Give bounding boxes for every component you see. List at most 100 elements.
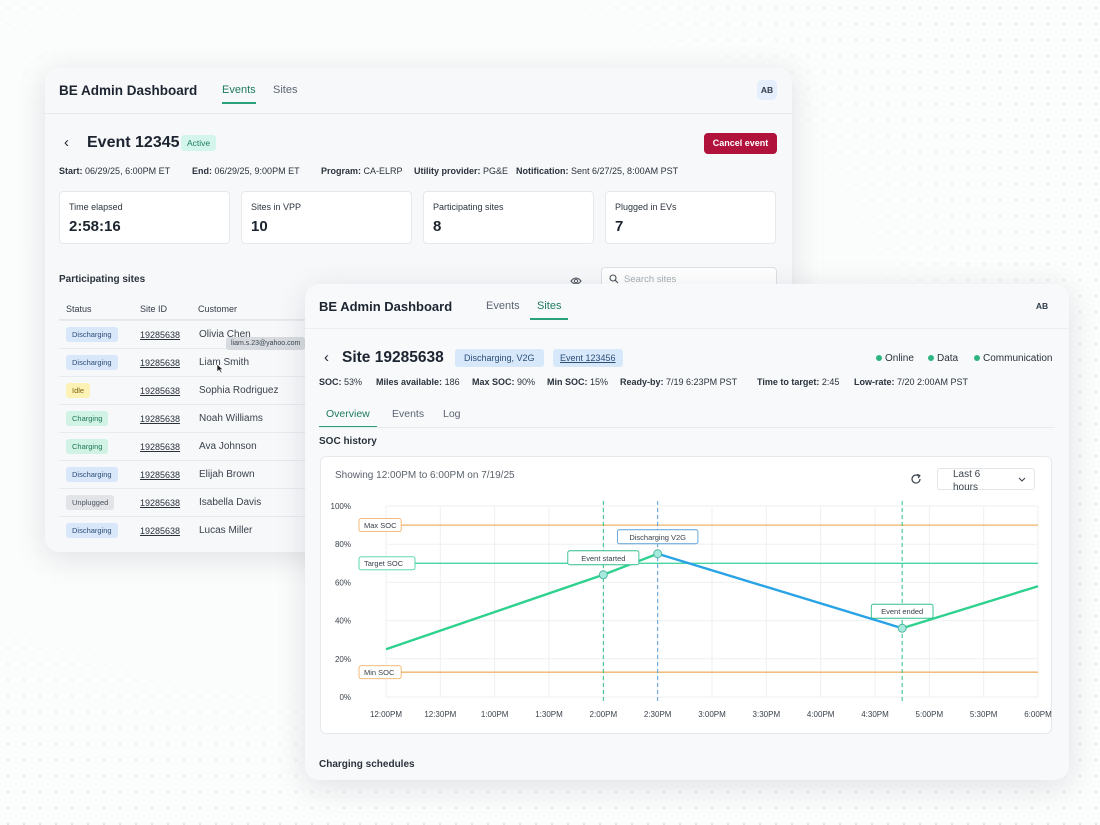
x-tick-label: 12:00PM xyxy=(370,710,402,719)
x-tick-label: 5:30PM xyxy=(970,710,998,719)
kpi-label: Participating sites xyxy=(433,202,504,212)
x-tick-label: 3:30PM xyxy=(753,710,781,719)
site-id-link[interactable]: 19285638 xyxy=(140,386,181,396)
x-tick-label: 1:30PM xyxy=(535,710,563,719)
status-communication: Communication xyxy=(974,353,1052,364)
range-select[interactable]: Last 6 hours xyxy=(937,468,1035,493)
site-id-link[interactable]: 19285638 xyxy=(140,358,181,368)
status-badge: Charging xyxy=(66,411,109,426)
table-row[interactable]: Discharging 19285638 Liam Smith xyxy=(59,348,329,376)
back-icon[interactable]: ‹ xyxy=(64,134,69,151)
soc-history-title: SOC history xyxy=(319,436,377,447)
kpi-value: 7 xyxy=(615,218,624,235)
kpi-plugged-in-evs: Plugged in EVs 7 xyxy=(605,191,776,244)
customer-name: Liam Smith xyxy=(199,357,250,368)
showing-range-text: Showing 12:00PM to 6:00PM on 7/19/25 xyxy=(335,470,515,481)
top-nav: BE Admin Dashboard Events Sites AB xyxy=(45,68,792,114)
x-tick-label: 6:00PM xyxy=(1024,710,1052,719)
x-tick-label: 12:30PM xyxy=(424,710,456,719)
status-badge: Active xyxy=(181,135,217,151)
eye-icon[interactable] xyxy=(570,273,582,291)
x-tick-label: 4:30PM xyxy=(861,710,889,719)
table-row[interactable]: Discharging 19285638 Lucas Miller xyxy=(59,516,329,544)
meta-end: End: 06/29/25, 9:00PM ET xyxy=(192,166,300,176)
meta-ready-by: Ready-by: 7/19 6:23PM PST xyxy=(620,377,738,387)
back-icon[interactable]: ‹ xyxy=(324,349,329,366)
table-row[interactable]: Discharging 19285638 Olivia Chen xyxy=(59,320,329,348)
kpi-label: Plugged in EVs xyxy=(615,202,677,212)
refresh-icon[interactable] xyxy=(910,473,922,485)
communication-dot-icon xyxy=(974,355,980,361)
customer-name: Sophia Rodriguez xyxy=(199,385,279,396)
app-brand: BE Admin Dashboard xyxy=(59,83,198,98)
tab-events[interactable]: Events xyxy=(222,84,256,104)
y-tick-label: 60% xyxy=(335,578,351,587)
app-brand: BE Admin Dashboard xyxy=(319,299,453,314)
table-row[interactable]: Idle 19285638 Sophia Rodriguez xyxy=(59,376,329,404)
marker-label-box xyxy=(616,529,699,545)
x-tick-label: 2:30PM xyxy=(644,710,672,719)
tab-sites[interactable]: Sites xyxy=(530,300,569,320)
data-dot-icon xyxy=(928,355,934,361)
site-id-link[interactable]: 19285638 xyxy=(140,442,181,452)
x-tick-label: 1:00PM xyxy=(481,710,509,719)
event-link-pill[interactable]: Event 123456 xyxy=(553,349,623,367)
subtab-divider xyxy=(319,427,1055,428)
col-site-id[interactable]: Site ID xyxy=(140,304,168,314)
avatar[interactable]: AB xyxy=(757,80,777,100)
marker-label: Discharging V2G xyxy=(629,533,686,542)
x-tick-label: 4:00PM xyxy=(807,710,835,719)
site-window: BE Admin Dashboard Events Sites AB ‹ Sit… xyxy=(305,284,1069,780)
col-status[interactable]: Status xyxy=(66,304,92,314)
site-id-link[interactable]: 19285638 xyxy=(140,330,181,340)
site-id-link[interactable]: 19285638 xyxy=(140,414,181,424)
threshold-label-box xyxy=(358,665,402,680)
status-online: Online xyxy=(876,353,914,364)
y-tick-label: 20% xyxy=(335,655,351,664)
charging-schedules-title: Charging schedules xyxy=(319,759,415,770)
status-pill: Discharging, V2G xyxy=(455,349,544,367)
subtab-log[interactable]: Log xyxy=(443,408,461,420)
table-row[interactable]: Charging 19285638 Noah Williams xyxy=(59,404,329,432)
threshold-label: Min SOC xyxy=(364,668,395,677)
y-tick-label: 100% xyxy=(331,502,351,511)
soc-chart: 12:00PM 12:30PM 1:00PM 1:30PM 2:00PM 2:30PM 3:… xyxy=(331,501,1052,719)
kpi-label: Time elapsed xyxy=(69,202,123,212)
customer-name: Noah Williams xyxy=(199,413,263,424)
kpi-value: 10 xyxy=(251,218,268,235)
online-dot-icon xyxy=(876,355,882,361)
kpi-time-elapsed: Time elapsed 2:58:16 xyxy=(59,191,230,244)
section-title: Participating sites xyxy=(59,274,146,285)
site-id-link[interactable]: 19285638 xyxy=(140,526,181,536)
site-id-link[interactable]: 19285638 xyxy=(140,498,181,508)
x-tick-label: 3:00PM xyxy=(698,710,726,719)
col-customer[interactable]: Customer xyxy=(198,304,238,314)
site-id-link[interactable]: 19285638 xyxy=(140,470,181,480)
email-tooltip: liam.s.23@yahoo.com xyxy=(226,337,306,350)
table-row[interactable]: Charging 19285638 Ava Johnson xyxy=(59,432,329,460)
customer-name: Ava Johnson xyxy=(199,441,257,452)
cancel-event-button[interactable]: Cancel event xyxy=(704,133,777,154)
table-row[interactable]: Unplugged 19285638 Isabella Davis xyxy=(59,488,329,516)
marker-label: Event started xyxy=(581,554,625,563)
meta-miles: Miles available: 186 xyxy=(376,377,460,387)
status-badge: Discharging xyxy=(66,355,118,370)
meta-max-soc: Max SOC: 90% xyxy=(472,377,536,387)
threshold-label-box xyxy=(358,518,402,533)
customer-name: Elijah Brown xyxy=(199,469,255,480)
soc-chart-card: Showing 12:00PM to 6:00PM on 7/19/25 xyxy=(320,456,1052,734)
marker-point xyxy=(897,623,907,633)
marker-label-box xyxy=(870,603,934,619)
marker-label: Event ended xyxy=(881,607,923,616)
subtab-events[interactable]: Events xyxy=(392,408,425,420)
threshold-label-box xyxy=(358,556,416,571)
avatar[interactable]: AB xyxy=(1035,301,1049,311)
threshold-label: Target SOC xyxy=(364,559,404,568)
table-row[interactable]: Discharging 19285638 Elijah Brown xyxy=(59,460,329,488)
meta-program: Program: CA-ELRP xyxy=(321,166,403,176)
series-line xyxy=(657,552,903,630)
threshold-label: Max SOC xyxy=(364,521,397,530)
tab-sites[interactable]: Sites xyxy=(273,84,298,96)
meta-notification: Notification: Sent 6/27/25, 8:00AM PST xyxy=(516,166,679,176)
tab-events[interactable]: Events xyxy=(486,300,520,312)
